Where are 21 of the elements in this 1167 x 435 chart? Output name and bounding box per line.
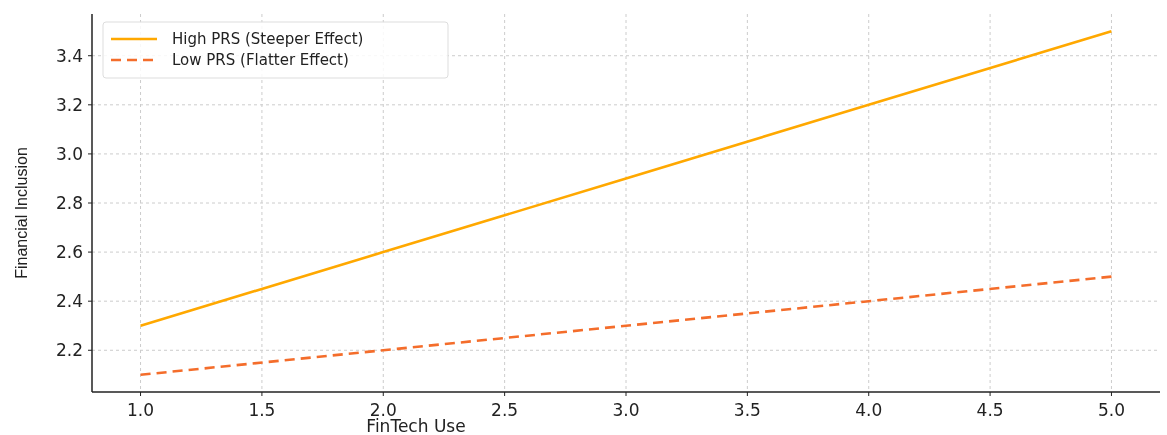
y-tick-label: 3.0 [55,143,83,164]
x-tick-label: 4.0 [855,400,883,420]
y-axis-title: Financial Inclusion [13,147,30,279]
x-tick-label: 1.0 [127,400,155,420]
x-tick-label: 2.5 [491,400,519,420]
y-tick-label: 3.4 [55,45,83,66]
y-tick-label: 2.2 [55,340,83,361]
y-tick-label: 2.4 [55,291,83,312]
x-tick-label: 5.0 [1097,400,1125,420]
y-tick-label: 2.6 [55,242,83,263]
legend-label: Low PRS (Flatter Effect) [172,51,349,70]
y-tick-label: 3.2 [55,94,83,115]
x-tick-label: 3.5 [733,400,761,420]
x-tick-label: 4.5 [976,400,1004,420]
y-tick-label: 2.8 [55,192,83,213]
line-series [139,275,1113,377]
x-tick-label: 1.5 [248,400,276,420]
legend-label: High PRS (Steeper Effect) [172,30,364,49]
line-series [139,29,1113,328]
x-axis-title: FinTech Use [366,416,466,435]
x-tick-label: 3.0 [612,400,640,420]
